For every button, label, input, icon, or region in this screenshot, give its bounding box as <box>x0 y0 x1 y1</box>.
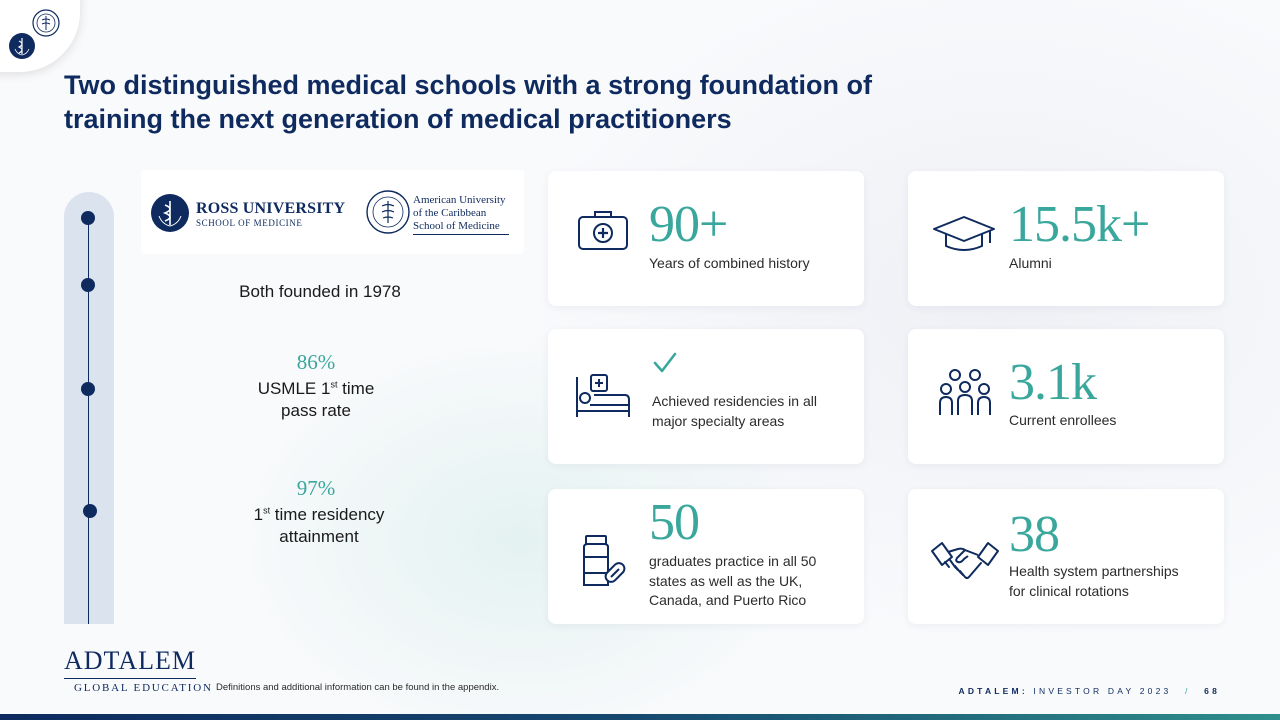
usmle-label-line2: pass rate <box>281 401 351 420</box>
slide-title: Two distinguished medical schools with a… <box>64 68 964 136</box>
auc-name-line1: American University <box>413 194 506 206</box>
states-desc-line1: graduates practice in all 50 <box>649 553 817 569</box>
card-partnerships: 38 Health system partnerships for clinic… <box>908 489 1224 624</box>
auc-name: American University of the Caribbean Sch… <box>413 194 506 233</box>
card-residencies: Achieved residencies in all major specia… <box>548 329 864 464</box>
card-combined-history: 90+ Years of combined history <box>548 171 864 306</box>
auc-seal-small-icon <box>32 9 60 37</box>
usmle-label-sup: st <box>330 379 338 390</box>
hospital-bed-icon <box>576 374 630 417</box>
timeline-track <box>64 192 114 624</box>
first-aid-kit-icon <box>578 211 628 250</box>
usmle-label-a: USMLE 1 <box>257 379 331 398</box>
page-number: 68 <box>1204 686 1220 696</box>
residency-label-a: time residency <box>270 505 385 524</box>
partnerships-desc-line2: for clinical rotations <box>1009 582 1129 599</box>
footer-brand: ADTALEM: <box>958 686 1028 696</box>
residency-label-sup: st <box>263 505 271 516</box>
timeline-line <box>88 216 89 624</box>
slide-title-line2: training the next generation of medical … <box>64 104 732 134</box>
auc-seal-icon <box>366 190 410 234</box>
adtalem-logo-rule <box>64 678 196 679</box>
timeline-dot-2 <box>81 278 95 292</box>
group-icon <box>939 369 991 415</box>
footer-separator: / <box>1185 686 1191 696</box>
card-alumni: 15.5k+ Alumni <box>908 171 1224 306</box>
enrollees-value: 3.1k <box>1009 354 1097 411</box>
checkmark-icon <box>653 352 677 373</box>
enrollees-desc: Current enrollees <box>1009 412 1117 428</box>
footer-event: INVESTOR DAY 2023 <box>1033 686 1172 696</box>
auc-name-line3: School of Medicine <box>413 220 500 232</box>
states-desc-line3: Canada, and Puerto Rico <box>649 592 807 608</box>
ross-school-of-medicine: SCHOOL OF MEDICINE <box>196 218 303 228</box>
timeline-dot-1 <box>81 211 95 225</box>
residency-label: 1st time residency attainment <box>144 504 494 548</box>
graduation-cap-icon <box>933 216 995 251</box>
adtalem-logo-name: ADTALEM <box>64 646 197 675</box>
auc-name-line2: of the Caribbean <box>413 207 487 219</box>
residencies-desc-line2: major specialty areas <box>652 412 785 429</box>
ross-seal-small-icon <box>9 33 35 59</box>
ross-seal-icon <box>151 194 189 232</box>
alumni-desc: Alumni <box>1009 255 1052 271</box>
partnerships-desc: Health system partnerships for clinical … <box>1009 562 1179 601</box>
card-enrollees: 3.1k Current enrollees <box>908 329 1224 464</box>
states-desc: graduates practice in all 50 states as w… <box>649 552 816 611</box>
states-value: 50 <box>649 494 700 551</box>
history-desc: Years of combined history <box>649 255 810 271</box>
founded-text: Both founded in 1978 <box>239 282 401 301</box>
usmle-label-b: time <box>337 379 375 398</box>
footer-event-label: ADTALEM: INVESTOR DAY 2023 / 68 <box>959 686 1221 696</box>
handshake-icon <box>931 542 999 579</box>
states-desc-line2: states as well as the UK, <box>649 572 803 589</box>
alumni-value: 15.5k+ <box>1009 196 1150 253</box>
adtalem-logo-sub: GLOBAL EDUCATION <box>74 682 213 694</box>
residency-percent: 97% <box>296 476 336 500</box>
footnote: Definitions and additional information c… <box>216 682 500 693</box>
slide-title-line1: Two distinguished medical schools with a… <box>64 70 873 100</box>
card-states: 50 graduates practice in all 50 states a… <box>548 489 864 624</box>
ross-university-name: ROSS UNIVERSITY <box>196 200 346 217</box>
usmle-percent: 86% <box>296 350 336 374</box>
residency-label-line2: attainment <box>279 527 359 546</box>
history-value: 90+ <box>649 196 728 253</box>
school-logos-panel: ROSS UNIVERSITY SCHOOL OF MEDICINE Ameri… <box>141 170 524 254</box>
partnerships-desc-line1: Health system partnerships <box>1009 563 1179 579</box>
usmle-label: USMLE 1st time pass rate <box>141 378 491 422</box>
bottom-gradient-bar <box>0 714 1280 720</box>
medicine-bottle-icon <box>583 535 626 586</box>
timeline-dot-3 <box>81 382 95 396</box>
residencies-desc: Achieved residencies in all major specia… <box>652 392 817 431</box>
partnerships-value: 38 <box>1009 506 1060 563</box>
timeline-dot-4 <box>83 504 97 518</box>
auc-underline <box>413 234 509 235</box>
residencies-desc-line1: Achieved residencies in all <box>652 393 817 409</box>
adtalem-logo: ADTALEM GLOBAL EDUCATION <box>64 646 213 694</box>
